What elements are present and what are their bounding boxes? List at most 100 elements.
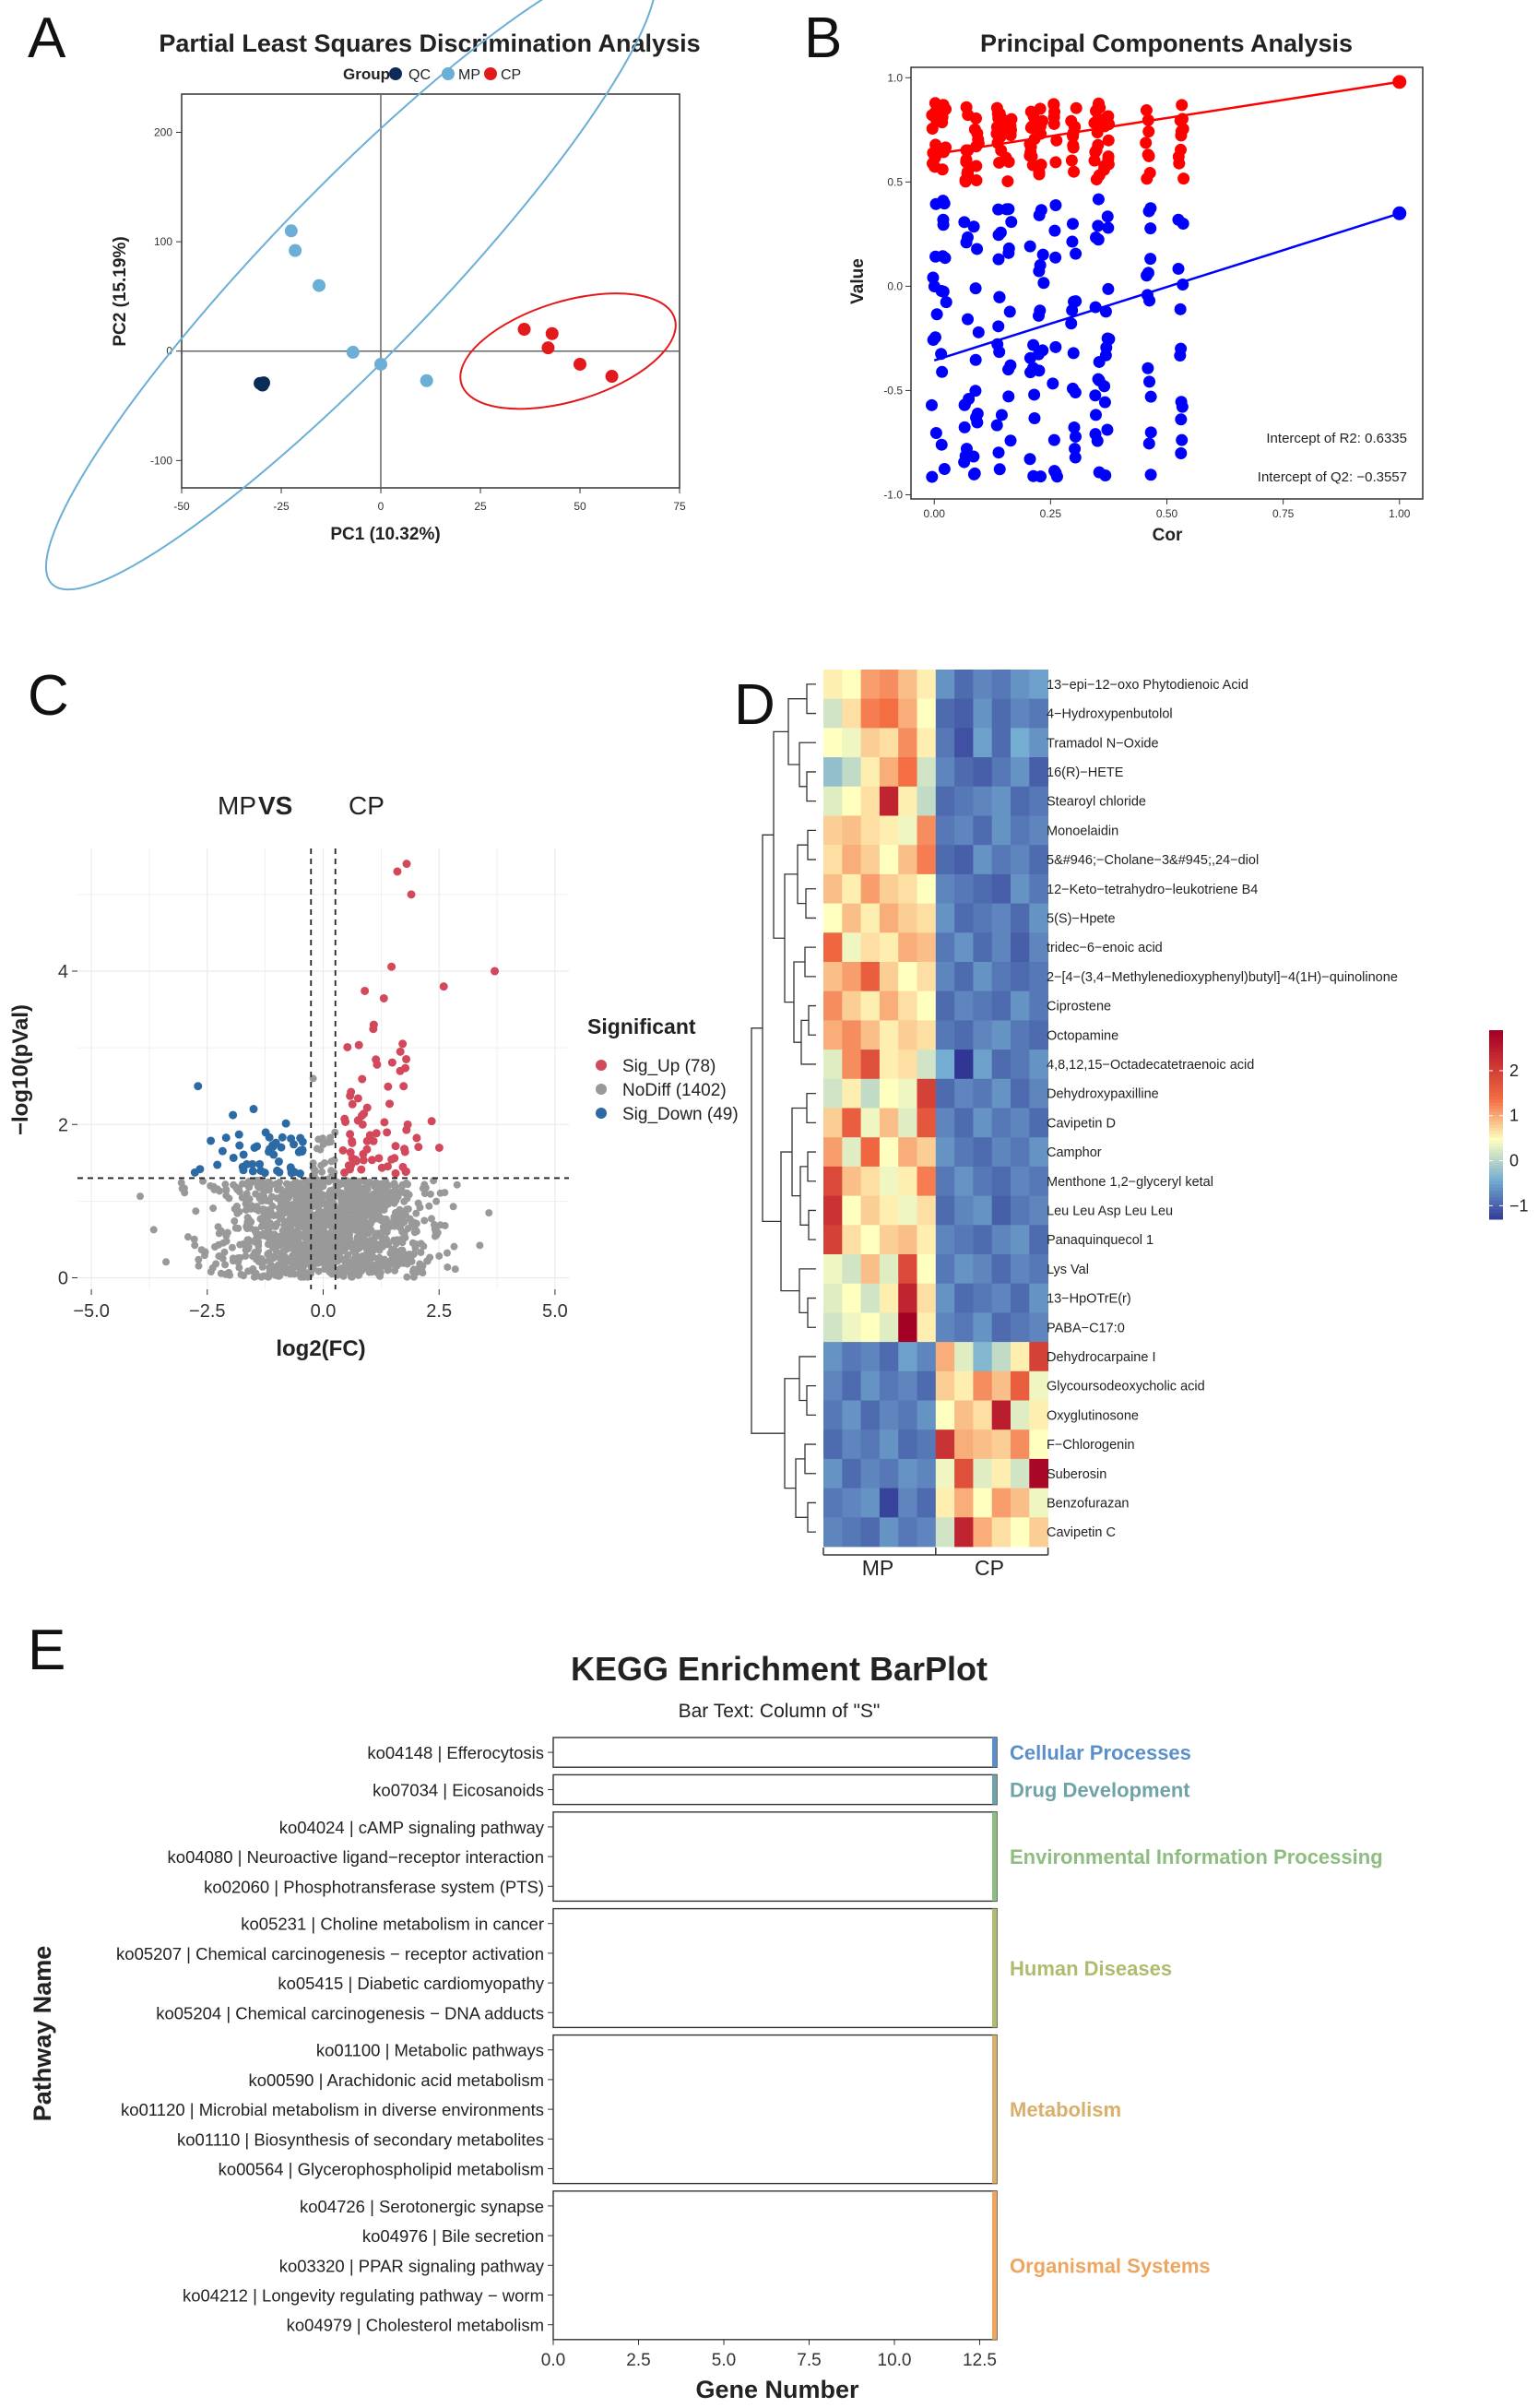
heatmap-cell — [823, 1488, 843, 1518]
volcano-point-nodiff — [177, 1179, 185, 1187]
volcano-point-nodiff — [222, 1186, 231, 1194]
heatmap-cell — [935, 1225, 955, 1255]
heatmap-cell — [1011, 1020, 1030, 1050]
volcano-point-sig-up — [398, 1039, 408, 1049]
volcano-point-nodiff — [395, 1250, 403, 1258]
kegg-category-label: Metabolism — [1010, 2098, 1121, 2121]
heatmap-cell — [1029, 1108, 1048, 1138]
volcano-point-sig-up — [346, 1091, 355, 1100]
kegg-ylabel: Pathway Name — [29, 1946, 56, 2122]
color-scale-segment — [1489, 1175, 1503, 1180]
pca-point-q2 — [1069, 430, 1082, 443]
volcano-point-nodiff — [419, 1184, 427, 1192]
heatmap-cell — [973, 1429, 993, 1460]
pls-da-legend: Group QC MP CP — [343, 65, 521, 83]
pca-point-r2 — [1001, 175, 1014, 188]
pls-da-point-cp — [574, 357, 586, 371]
pca-point-r2 — [926, 157, 939, 170]
volcano-point-sig-up — [358, 1074, 367, 1084]
heatmap-cell — [879, 1225, 899, 1255]
color-scale-segment — [1489, 1074, 1503, 1078]
heatmap-cell — [954, 1429, 974, 1460]
volcano-point-nodiff — [289, 1205, 297, 1214]
heatmap-row-label: Glycoursodeoxycholic acid — [1047, 1380, 1205, 1394]
volcano-point-sig-down — [194, 1082, 203, 1091]
color-scale-label: 2 — [1509, 1062, 1519, 1080]
pca-point-q2 — [1047, 377, 1059, 390]
heatmap-cell — [842, 728, 861, 758]
heatmap-cell — [973, 990, 993, 1021]
volcano-point-nodiff — [305, 1197, 314, 1205]
volcano-point-nodiff — [450, 1242, 458, 1251]
volcano-point-sig-up — [372, 1129, 381, 1138]
heatmap-cell — [823, 873, 843, 904]
color-scale-segment — [1489, 1071, 1503, 1075]
volcano-point-nodiff — [390, 1213, 398, 1221]
heatmap-cell — [954, 1312, 974, 1343]
kegg-x-tick-label: 12.5 — [963, 2351, 997, 2370]
volcano-point-nodiff — [314, 1267, 323, 1275]
heatmap-cell — [823, 1370, 843, 1401]
volcano-point-nodiff — [313, 1145, 321, 1153]
heatmap-cell — [917, 1078, 937, 1109]
pca-point-r2 — [970, 160, 983, 172]
pca-point-q2 — [936, 365, 949, 378]
volcano-point-sig-up — [403, 1120, 412, 1129]
volcano-point-sig-up — [384, 1082, 393, 1091]
color-scale-segment — [1489, 1181, 1503, 1185]
color-scale-segment — [1489, 1111, 1503, 1116]
pca-point-r2 — [1092, 138, 1105, 151]
heatmap-cell — [973, 932, 993, 963]
heatmap-cell — [823, 1137, 843, 1168]
kegg-category-label: Environmental Information Processing — [1010, 1845, 1383, 1868]
pca-fit-line-q2 — [933, 212, 1401, 362]
heatmap-cell — [1029, 1488, 1048, 1518]
heatmap-row-label: tridec−6−enoic acid — [1047, 941, 1163, 955]
heatmap-cell — [1011, 1195, 1030, 1226]
color-scale-segment — [1489, 1049, 1503, 1053]
heatmap-cell — [973, 1020, 993, 1050]
heatmap-cell — [973, 962, 993, 992]
volcano-point-nodiff — [221, 1261, 230, 1269]
color-scale-segment — [1489, 1077, 1503, 1082]
volcano-point-nodiff — [214, 1223, 222, 1231]
heatmap-cell — [898, 903, 917, 933]
volcano-point-nodiff — [319, 1140, 327, 1148]
heatmap-row-label: Dehydroxypaxilline — [1047, 1087, 1159, 1102]
volcano-point-nodiff — [311, 1181, 319, 1190]
volcano-point-nodiff — [295, 1246, 303, 1254]
volcano-point-sig-up — [391, 1142, 400, 1151]
heatmap-cell — [1029, 903, 1048, 933]
pls-da-plot-frame — [181, 93, 680, 489]
heatmap-cell — [1029, 1050, 1048, 1080]
heatmap-cell — [991, 698, 1012, 729]
volcano-point-nodiff — [291, 1178, 300, 1186]
pca-point-r2 — [1047, 111, 1060, 124]
heatmap-cell — [879, 1254, 899, 1285]
kegg-panel-box — [552, 1811, 998, 1903]
pls-da-ylabel: PC2 (15.19%) — [111, 236, 130, 346]
volcano-point-nodiff — [425, 1202, 433, 1210]
heatmap-cell — [823, 728, 843, 758]
pca-point-q2 — [1174, 302, 1187, 315]
pca-point-q2 — [940, 296, 952, 309]
pca-point-q2 — [1144, 222, 1157, 235]
panel-label-a: A — [28, 6, 66, 70]
pca-point-r2 — [959, 175, 972, 188]
pls-da-point-mp — [284, 224, 298, 238]
color-scale-segment — [1489, 1055, 1503, 1060]
pca-point-q2 — [1068, 421, 1081, 433]
heatmap-cell — [898, 1517, 917, 1548]
pca-point-q2 — [1048, 224, 1061, 237]
pca-point-r2 — [960, 101, 973, 113]
kegg-panel-box — [552, 2034, 998, 2185]
volcano-point-nodiff — [209, 1204, 218, 1213]
pca-point-r2 — [1174, 143, 1187, 156]
heatmap-cell — [842, 873, 861, 904]
legend-label-mp: MP — [458, 67, 480, 83]
volcano-point-nodiff — [390, 1199, 398, 1207]
volcano-y-tick-label: 4 — [58, 962, 68, 982]
kegg-subtitle: Bar Text: Column of "S" — [679, 1701, 881, 1722]
volcano-point-nodiff — [416, 1204, 424, 1212]
kegg-pathway-label: ko00564 | Glycerophospholipid metabolism — [219, 2160, 544, 2179]
